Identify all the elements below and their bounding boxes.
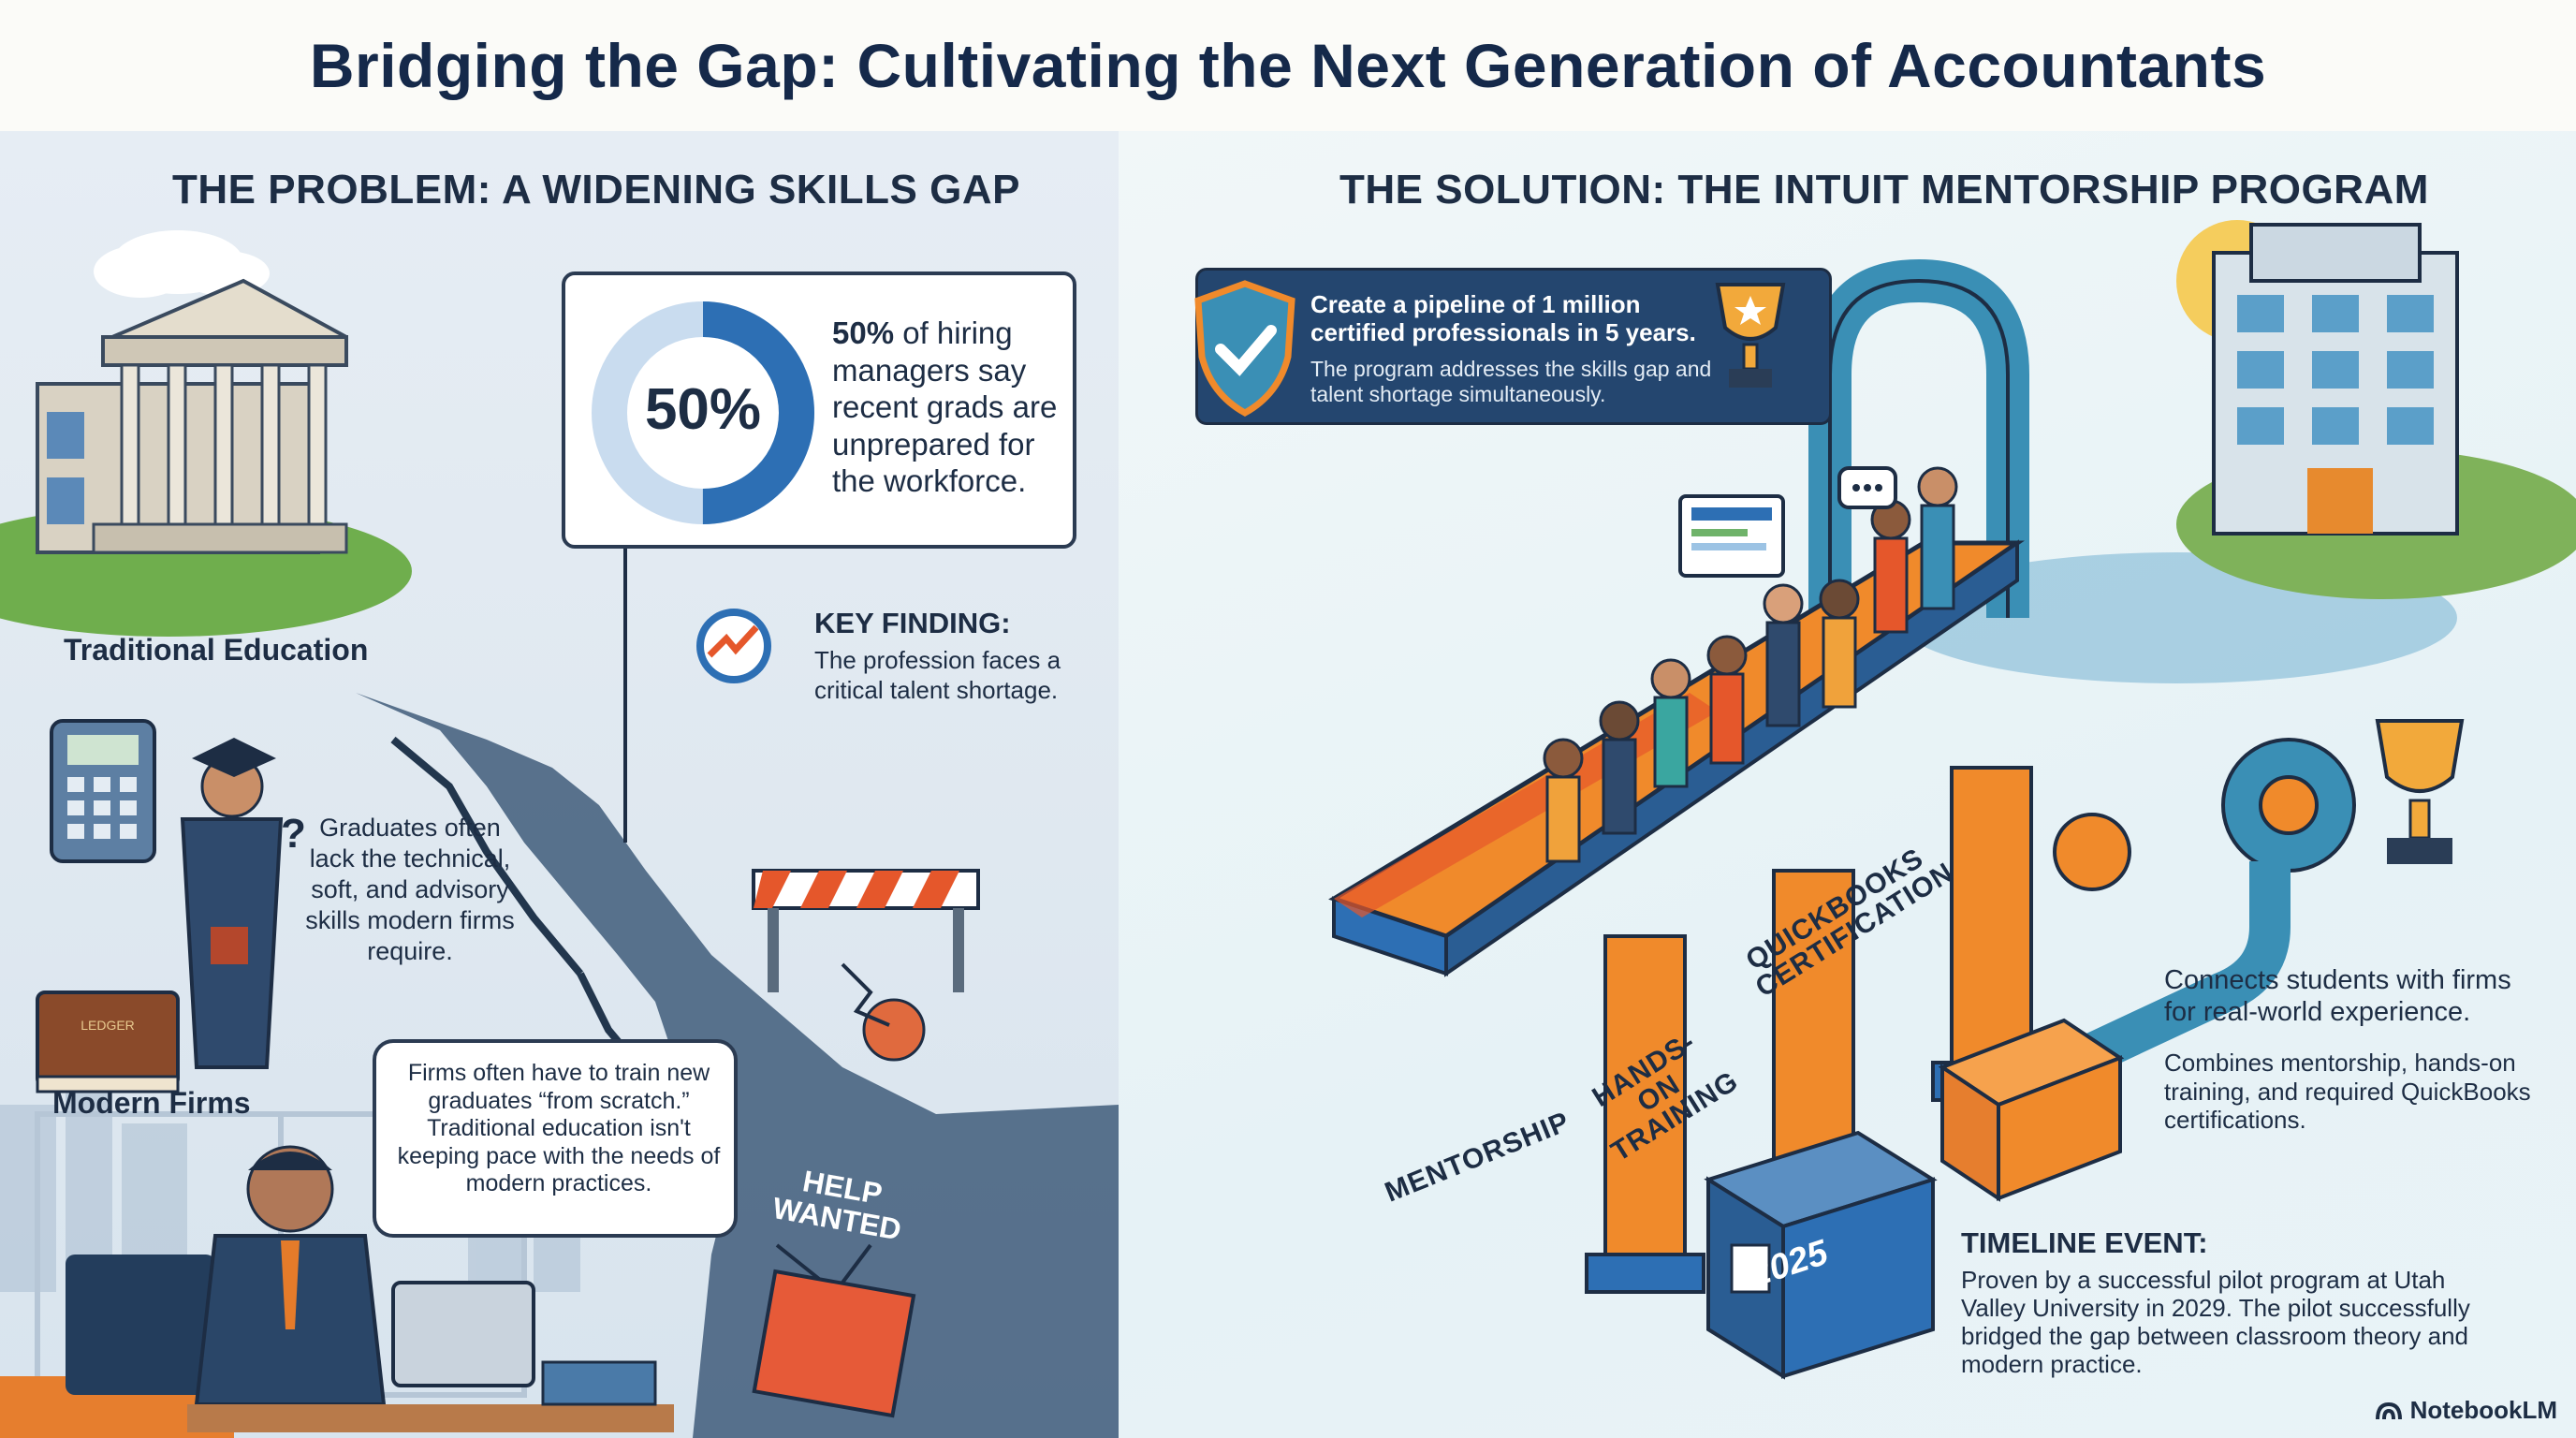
ledger-book-icon: LEDGER — [36, 990, 180, 1093]
stat-donut-chart: 50% — [592, 301, 814, 524]
traditional-education-label: Traditional Education — [64, 633, 369, 667]
solution-heading: THE SOLUTION: THE INTUIT MENTORSHIP PROG… — [1339, 167, 2429, 213]
graduates-text: Graduates often lack the technical, soft… — [305, 814, 515, 965]
goal-headline: Create a pipeline of 1 million certified… — [1310, 290, 1696, 346]
graduate-student-icon — [180, 738, 284, 1069]
timeline-text: Proven by a successful pilot program at … — [1961, 1266, 2470, 1379]
certification-box-icon — [1938, 1018, 2125, 1202]
brand-text: NotebookLM — [2409, 1396, 2557, 1424]
stat-text: 50% of hiring managers say recent grads … — [832, 315, 1061, 500]
stat-description: of hiring managers say recent grads are … — [832, 315, 1058, 499]
key-finding-label: KEY FINDING: — [814, 607, 1011, 639]
title-bar: Bridging the Gap: Cultivating the Next G… — [0, 0, 2576, 131]
dashboard-screen-icon — [1678, 494, 1785, 578]
connects-text: Connects students with firms for real-wo… — [2164, 965, 2511, 1028]
stat-callout: 50% 50% of hiring managers say recent gr… — [562, 271, 1076, 549]
road-barrier-icon — [752, 869, 980, 992]
trophy-icon — [2375, 719, 2465, 864]
trend-down-icon — [696, 609, 771, 683]
firms-quote-bubble: Firms often have to train new graduates … — [373, 1039, 738, 1238]
timeline-label: TIMELINE EVENT: — [1961, 1226, 2208, 1259]
solution-panel: THE SOLUTION: THE INTUIT MENTORSHIP PROG… — [1119, 131, 2576, 1438]
help-wanted-sign-icon — [752, 1243, 916, 1418]
page-title: Bridging the Gap: Cultivating the Next G… — [309, 31, 2267, 100]
problem-heading: THE PROBLEM: A WIDENING SKILLS GAP — [172, 167, 1020, 213]
notebooklm-logo-icon — [2375, 1401, 2402, 1419]
solution-illustration — [1328, 220, 2576, 1380]
shield-check-icon — [1194, 280, 1295, 418]
problem-panel: ? LEDGER — [0, 131, 1119, 1438]
book-spine-text: LEDGER — [80, 1018, 135, 1033]
students-group-icon — [1543, 466, 1958, 863]
modern-office-building-icon — [2212, 223, 2459, 536]
notebooklm-brand: NotebookLM — [2375, 1396, 2557, 1425]
gold-trophy-icon — [1715, 283, 1786, 388]
broken-seal-icon — [841, 962, 926, 1062]
chat-bubble-icon — [1837, 466, 1897, 509]
stat-highlight: 50% — [832, 315, 895, 350]
goal-text: The program addresses the skills gap and… — [1310, 357, 1712, 407]
stat-value: 50% — [645, 377, 761, 442]
combines-text: Combines mentorship, hands-on training, … — [2164, 1049, 2531, 1135]
stressed-professional-icon — [0, 1145, 674, 1438]
svg-text:?: ? — [281, 811, 306, 857]
firms-quote-text: Firms often have to train new graduates … — [397, 1060, 721, 1196]
calculator-icon — [50, 719, 156, 863]
key-finding-text: The profession faces a critical talent s… — [814, 646, 1061, 704]
university-building-icon — [36, 278, 348, 554]
calendar-2025-cube-icon — [1704, 1130, 1938, 1380]
donut-fill — [592, 301, 814, 524]
modern-firms-label: Modern Firms — [52, 1086, 251, 1120]
mentorship-pillar — [1585, 934, 1705, 1294]
